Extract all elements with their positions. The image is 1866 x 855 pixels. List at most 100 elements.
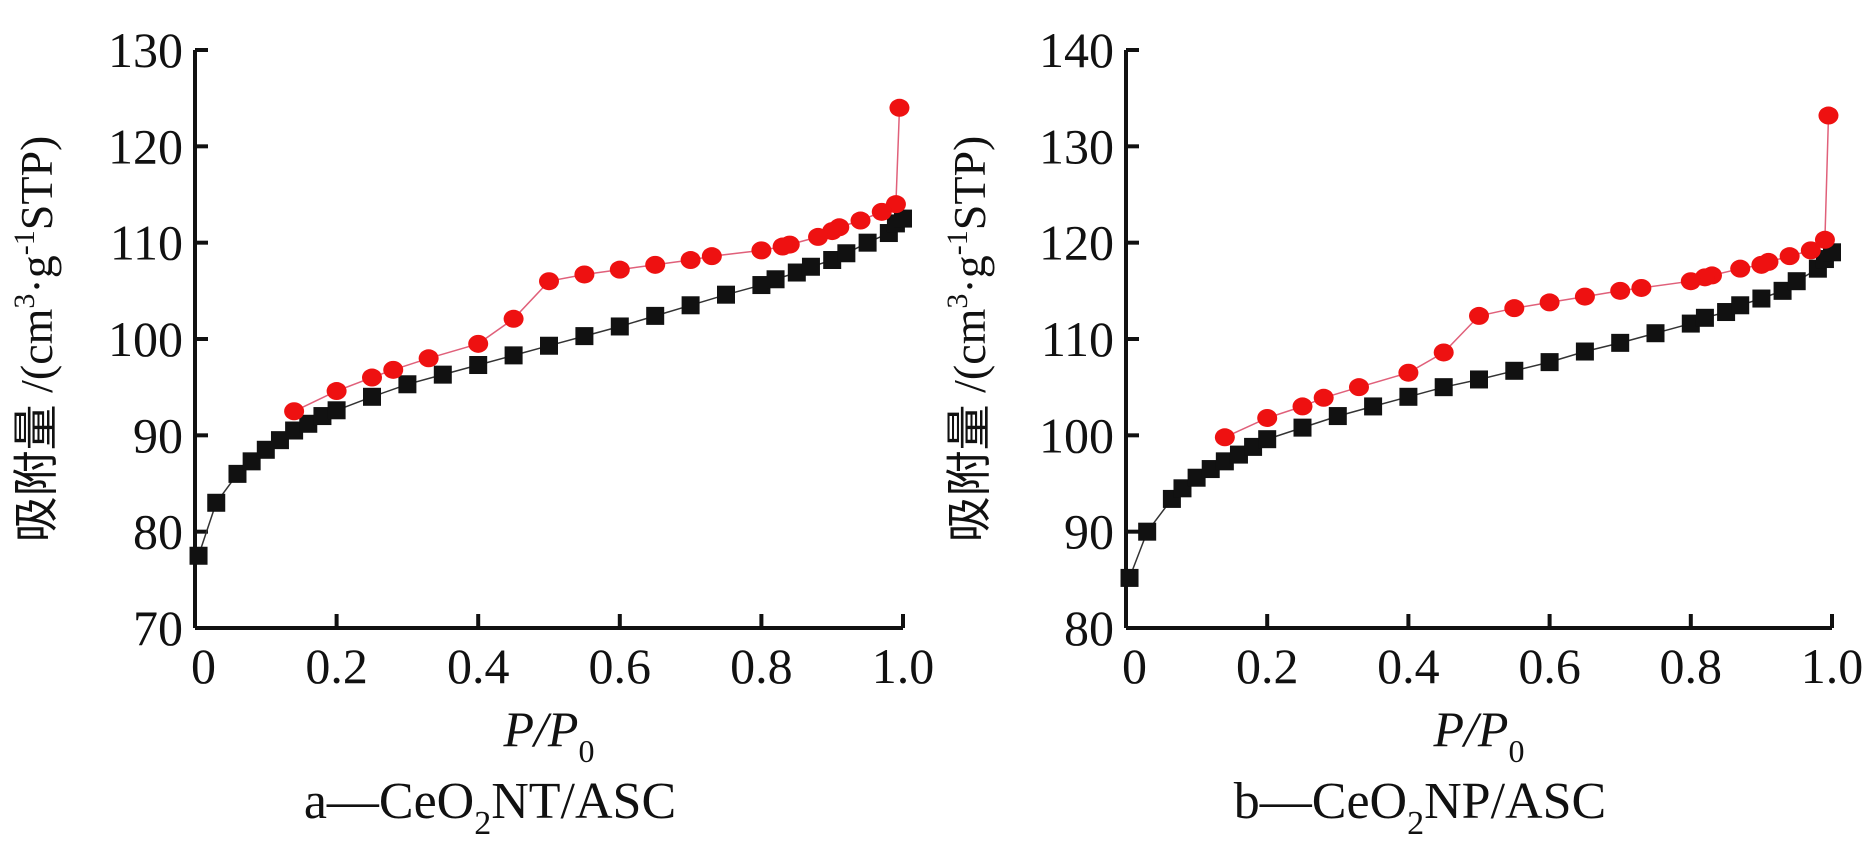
data-point-adsorption [1470, 370, 1488, 389]
data-point-adsorption [1215, 452, 1234, 471]
data-point-desorption [1818, 106, 1839, 125]
x-tick-label: 0.4 [1377, 638, 1440, 694]
data-point-adsorption [575, 327, 594, 346]
data-point-adsorption [1364, 397, 1383, 416]
y-tick-label: 140 [1039, 22, 1114, 78]
data-point-desorption [362, 368, 382, 387]
data-point-adsorption [270, 431, 289, 450]
y-tick-label: 130 [1039, 118, 1114, 174]
data-point-desorption [1504, 299, 1525, 318]
series-line-adsorption [1128, 251, 1833, 579]
data-point-adsorption [504, 346, 523, 365]
data-point-desorption [680, 251, 701, 270]
data-point-desorption [418, 349, 439, 368]
y-tick-label: 90 [1064, 504, 1114, 560]
data-point-adsorption [858, 233, 877, 252]
data-point-adsorption [1201, 460, 1220, 479]
data-point-desorption [1469, 306, 1489, 325]
data-point-desorption [1539, 293, 1560, 312]
data-point-desorption [1292, 397, 1313, 416]
data-point-adsorption [823, 251, 842, 270]
data-point-desorption [889, 98, 910, 117]
data-point-desorption [609, 260, 630, 279]
data-point-adsorption [1293, 418, 1312, 437]
data-point-adsorption [837, 244, 856, 263]
x-tick-label: 0.2 [305, 638, 368, 694]
data-point-adsorption [801, 257, 820, 276]
y-axis-label: 吸附量 /(cm3·g-1STP) [8, 136, 62, 543]
data-point-adsorption [228, 464, 247, 483]
data-point-desorption [1730, 259, 1751, 278]
data-point-adsorption [1173, 479, 1192, 498]
y-tick-label: 80 [1064, 600, 1114, 656]
x-tick-label: 0.8 [730, 638, 793, 694]
data-point-adsorption [1787, 272, 1806, 291]
data-point-adsorption [681, 296, 700, 315]
data-point-adsorption [752, 276, 771, 295]
data-point-adsorption [1328, 407, 1347, 426]
data-point-adsorption [363, 387, 381, 406]
data-point-desorption [1433, 343, 1454, 362]
data-point-adsorption [1731, 296, 1750, 315]
data-point-desorption [871, 202, 892, 221]
data-point-adsorption [1399, 387, 1418, 406]
y-tick-label: 110 [1041, 311, 1114, 367]
data-point-adsorption [1120, 568, 1139, 587]
data-point-desorption [850, 211, 871, 230]
y-tick-label: 100 [1039, 407, 1114, 463]
data-point-adsorption [1258, 430, 1277, 449]
data-point-adsorption [1138, 522, 1157, 541]
data-point-desorption [1814, 230, 1835, 249]
data-point-adsorption [894, 209, 912, 228]
data-point-adsorption [1611, 333, 1630, 352]
panel-caption: b—CeO2NP/ASC [1234, 773, 1606, 842]
data-point-adsorption [189, 546, 208, 565]
data-point-desorption [772, 237, 793, 256]
data-point-adsorption [242, 452, 261, 471]
data-point-adsorption [787, 263, 806, 282]
data-point-desorption [326, 382, 347, 401]
y-tick-label: 80 [133, 504, 183, 560]
data-point-adsorption [327, 401, 346, 420]
data-point-desorption [1751, 255, 1772, 274]
data-point-desorption [574, 265, 595, 284]
chart-panel-a: 70 80 90 100 110 120 130 0 0.2 0.4 0.6 0.8 1.0 P/P0 吸附… [8, 22, 934, 842]
x-tick-label: 0.8 [1660, 638, 1723, 694]
panel-caption: a—CeO2NT/ASC [304, 773, 676, 842]
x-tick-label: 0.4 [447, 638, 510, 694]
data-point-desorption [1680, 272, 1701, 291]
data-point-desorption [1348, 378, 1369, 397]
data-point-desorption [468, 334, 489, 353]
data-point-adsorption [256, 440, 275, 459]
data-point-adsorption [398, 375, 417, 394]
x-tick-label: 0.6 [589, 638, 652, 694]
x-tick-label: 0 [191, 638, 216, 694]
y-tick-label: 110 [110, 215, 183, 271]
x-axis-label: P/P0 [503, 701, 595, 769]
data-point-desorption [284, 402, 305, 421]
data-point-adsorption [610, 317, 629, 336]
data-point-adsorption [1752, 289, 1771, 308]
data-point-desorption [808, 227, 829, 246]
data-point-adsorption [1244, 437, 1263, 456]
y-tick-label: 100 [108, 311, 183, 367]
data-point-adsorption [313, 407, 332, 426]
x-tick-label: 1.0 [1801, 638, 1864, 694]
y-tick-label: 70 [133, 600, 183, 656]
y-tick-label: 120 [108, 118, 183, 174]
data-point-desorption [1610, 281, 1631, 300]
data-point-adsorption [285, 421, 304, 440]
data-point-adsorption [1575, 342, 1594, 361]
data-point-desorption [383, 360, 404, 379]
data-point-adsorption [1717, 303, 1736, 322]
x-axis-label: P/P0 [1433, 701, 1525, 769]
data-point-desorption [539, 272, 559, 291]
data-point-adsorption [1434, 378, 1453, 397]
x-tick-label: 0.2 [1236, 638, 1299, 694]
y-tick-label: 120 [1039, 215, 1114, 271]
data-point-adsorption [1540, 353, 1559, 372]
x-tick-label: 0 [1122, 638, 1147, 694]
data-point-adsorption [1695, 308, 1714, 327]
x-tick-label: 1.0 [872, 638, 935, 694]
